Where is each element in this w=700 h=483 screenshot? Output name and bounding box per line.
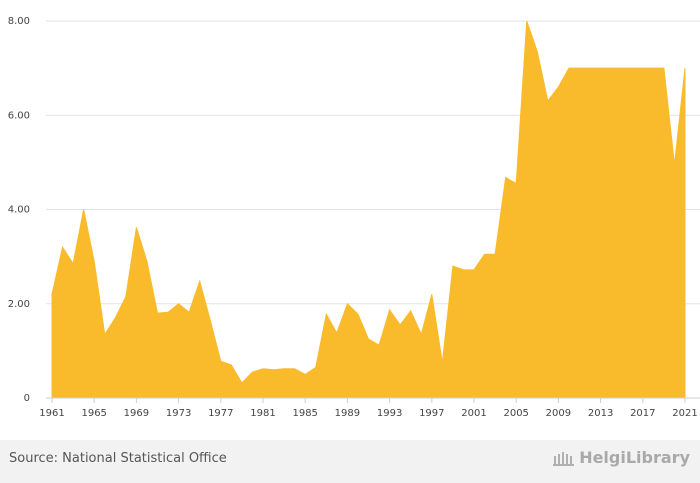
data-point-1985	[303, 372, 307, 376]
data-point-1963	[71, 262, 75, 266]
x-tick-label: 2021	[672, 408, 697, 419]
data-point-1981	[261, 367, 265, 371]
data-point-1971	[156, 311, 160, 315]
brand-name: HelgiLibrary	[579, 448, 690, 467]
data-point-1992	[377, 343, 381, 347]
area-series	[50, 19, 687, 399]
x-tick-label: 1973	[166, 408, 191, 419]
data-point-1988	[335, 331, 339, 335]
data-point-1966	[103, 332, 107, 336]
data-point-2010	[567, 66, 571, 70]
data-point-1964	[82, 208, 86, 212]
x-tick-label: 1993	[377, 408, 402, 419]
data-point-1984	[293, 367, 297, 371]
footer: Source: National Statistical Office Helg…	[0, 440, 700, 483]
data-point-2013	[599, 66, 603, 70]
data-point-2011	[578, 66, 582, 70]
data-point-1997	[430, 292, 434, 296]
data-point-2015	[620, 66, 624, 70]
data-point-1965	[92, 259, 96, 263]
data-point-1976	[208, 318, 212, 322]
x-tick-label: 2017	[630, 408, 655, 419]
data-point-1991	[367, 337, 371, 341]
x-tick-label: 2009	[546, 408, 571, 419]
data-point-1977	[219, 359, 223, 363]
data-point-2021	[683, 66, 687, 70]
data-point-2002	[483, 252, 487, 256]
data-point-1969	[134, 225, 138, 229]
data-point-1998	[440, 361, 444, 365]
x-tick-label: 1961	[39, 408, 64, 419]
x-tick-label: 1989	[335, 408, 360, 419]
data-point-2019	[662, 66, 666, 70]
data-point-2014	[609, 66, 613, 70]
data-point-1999	[451, 264, 455, 268]
x-tick-label: 2013	[588, 408, 613, 419]
library-icon	[553, 451, 575, 466]
data-point-2020	[672, 163, 676, 167]
area-fill	[51, 20, 686, 399]
data-point-2016	[630, 66, 634, 70]
data-point-2018	[651, 66, 655, 70]
data-point-1986	[314, 365, 318, 369]
data-point-2000	[461, 268, 465, 272]
data-point-2003	[493, 252, 497, 256]
area-chart: 02.004.006.008.00 1961 1965 1969 1973 1977 19…	[8, 16, 700, 419]
data-point-2004	[504, 175, 508, 179]
x-tick-label: 2001	[461, 408, 486, 419]
y-tick-label: 4.00	[8, 205, 30, 216]
y-tick-label: 2.00	[8, 299, 30, 310]
data-point-1987	[324, 312, 328, 316]
data-point-2012	[588, 66, 592, 70]
data-point-2007	[535, 50, 539, 54]
x-tick-label: 1977	[208, 408, 233, 419]
data-point-2005	[514, 182, 518, 186]
data-point-1996	[419, 332, 423, 336]
data-point-2009	[556, 85, 560, 89]
data-point-1980	[250, 370, 254, 374]
data-point-2006	[525, 19, 529, 23]
data-point-2017	[641, 66, 645, 70]
data-point-1982	[272, 368, 276, 372]
data-point-1961	[50, 292, 54, 296]
x-tick-label: 1981	[250, 408, 275, 419]
data-point-1974	[187, 310, 191, 314]
y-axis: 0 2.00 4.00 6.00 8.00	[8, 16, 30, 404]
data-point-1989	[345, 302, 349, 306]
x-axis: 1961 1965 1969 1973 1977 1981 1985 1989 1993 1997…	[39, 397, 700, 419]
x-tick-label: 1965	[81, 408, 106, 419]
data-point-1975	[198, 279, 202, 283]
data-point-1993	[388, 308, 392, 312]
data-point-1979	[240, 381, 244, 385]
data-point-1968	[124, 295, 128, 299]
data-point-1990	[356, 312, 360, 316]
data-point-1967	[113, 316, 117, 320]
data-point-1962	[61, 245, 65, 249]
y-tick-label: 6.00	[8, 110, 30, 121]
data-point-1995	[409, 309, 413, 313]
data-point-1994	[398, 323, 402, 327]
x-tick-label: 1997	[419, 408, 444, 419]
y-tick-label: 8.00	[8, 16, 30, 27]
data-point-2008	[546, 99, 550, 103]
data-point-1978	[229, 363, 233, 367]
data-point-1973	[177, 302, 181, 306]
data-point-2001	[472, 268, 476, 272]
x-tick-label: 1969	[124, 408, 149, 419]
y-tick-label: 0	[24, 393, 30, 404]
data-point-1983	[282, 367, 286, 371]
data-point-1970	[145, 259, 149, 263]
brand-logo: HelgiLibrary	[553, 448, 690, 467]
x-tick-label: 2005	[503, 408, 528, 419]
source-note: Source: National Statistical Office	[9, 451, 227, 466]
data-point-1972	[166, 310, 170, 314]
x-tick-label: 1985	[292, 408, 317, 419]
